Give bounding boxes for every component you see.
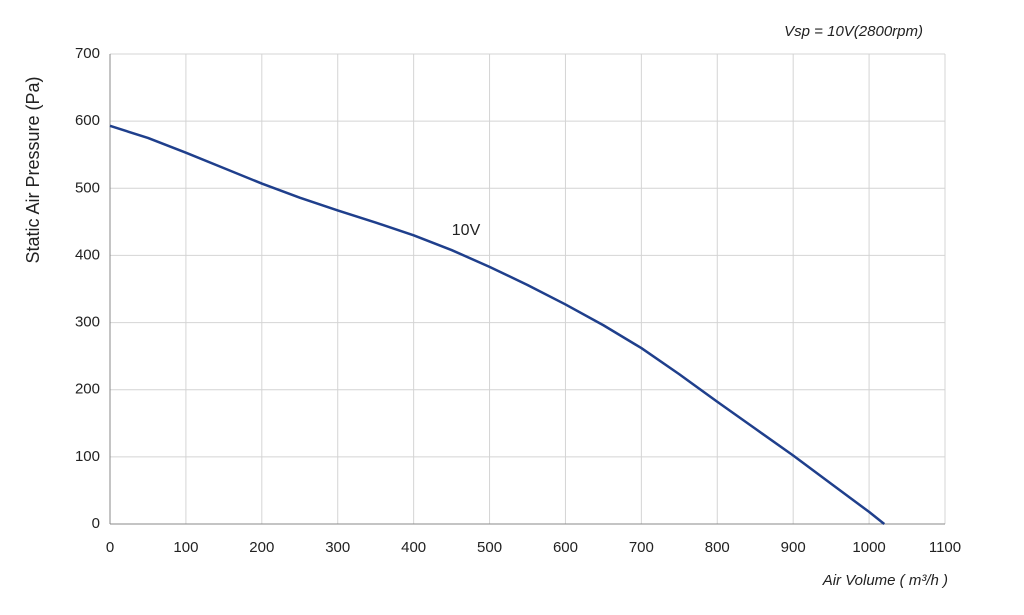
y-tick-label: 200 bbox=[75, 381, 100, 398]
x-tick-label: 0 bbox=[106, 539, 114, 556]
x-tick-label: 1000 bbox=[852, 539, 885, 556]
y-tick-label: 600 bbox=[75, 112, 100, 129]
y-tick-label: 700 bbox=[75, 45, 100, 62]
x-tick-label: 100 bbox=[173, 539, 198, 556]
y-tick-label: 500 bbox=[75, 179, 100, 196]
chart-title: Vsp = 10V(2800rpm) bbox=[784, 23, 923, 40]
y-tick-label: 400 bbox=[75, 246, 100, 263]
x-tick-label: 400 bbox=[401, 539, 426, 556]
x-tick-label: 200 bbox=[249, 539, 274, 556]
x-tick-label: 600 bbox=[553, 539, 578, 556]
x-tick-label: 700 bbox=[629, 539, 654, 556]
x-tick-label: 800 bbox=[705, 539, 730, 556]
series-annotation: 10V bbox=[452, 222, 481, 239]
y-tick-label: 100 bbox=[75, 448, 100, 465]
y-tick-label: 300 bbox=[75, 314, 100, 331]
y-tick-label: 0 bbox=[92, 515, 100, 532]
x-tick-label: 500 bbox=[477, 539, 502, 556]
y-axis-label: Static Air Pressure (Pa) bbox=[23, 76, 43, 263]
x-tick-label: 1100 bbox=[929, 539, 961, 556]
x-tick-label: 900 bbox=[781, 539, 806, 556]
x-axis-label: Air Volume ( m³/h ) bbox=[822, 572, 948, 589]
x-tick-label: 300 bbox=[325, 539, 350, 556]
data-line bbox=[109, 124, 886, 525]
